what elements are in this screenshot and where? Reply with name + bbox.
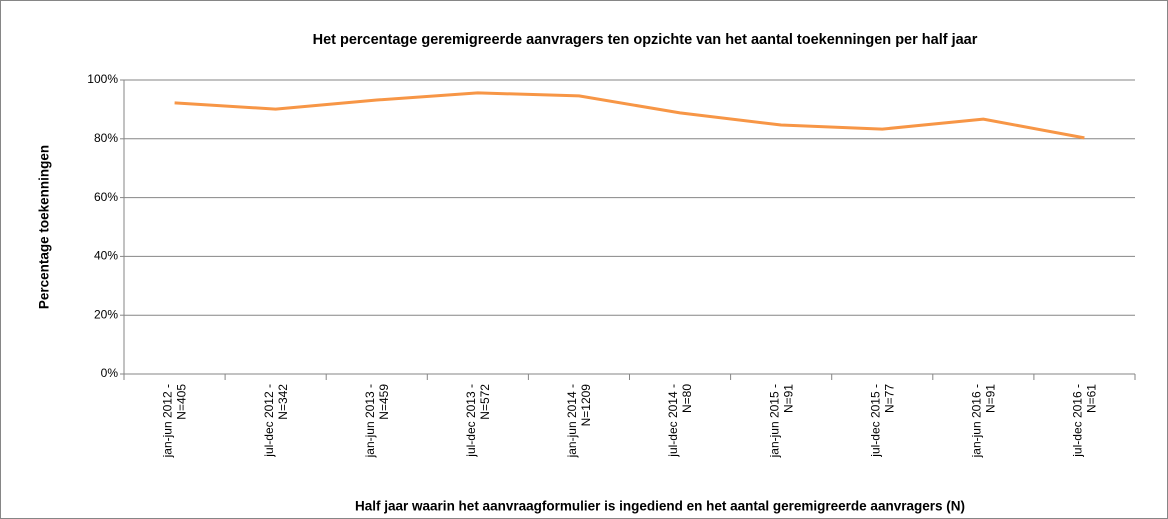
- x-tick-label: jul-dec 2016 -: [1071, 384, 1085, 458]
- x-tick-label: N=61: [1085, 384, 1099, 413]
- x-tick-label: jul-dec 2013 -: [464, 384, 478, 458]
- x-tick-label: N=80: [680, 384, 694, 413]
- x-tick-label: N=572: [478, 384, 492, 420]
- y-tick-label: 40%: [94, 249, 118, 263]
- x-tick-label: N=405: [175, 384, 189, 420]
- x-tick-label: N=91: [984, 384, 998, 413]
- x-tick-label: N=91: [781, 384, 795, 413]
- x-tick-label: N=459: [377, 384, 391, 420]
- x-tick-label: jan-jun 2012 -: [161, 384, 175, 458]
- x-tick-label: N=342: [276, 384, 290, 420]
- y-tick-label: 60%: [94, 190, 118, 204]
- x-tick-label: N=1209: [579, 384, 593, 427]
- y-axis-label: Percentage toekenningen: [37, 145, 52, 309]
- x-tick-label: jul-dec 2012 -: [262, 384, 276, 458]
- y-tick-label: 80%: [94, 131, 118, 145]
- y-tick-label: 0%: [101, 366, 119, 380]
- x-tick-label: jan-jun 2015 -: [767, 384, 781, 458]
- x-tick-label: jan-jun 2013 -: [363, 384, 377, 458]
- x-tick-label: jan-jun 2016 -: [970, 384, 984, 458]
- line: [174, 91, 1085, 140]
- x-tick-label: jul-dec 2014 -: [666, 384, 680, 458]
- x-tick-label: jan-jun 2014 -: [565, 384, 579, 458]
- y-tick-label: 20%: [94, 307, 118, 321]
- chart-title: Het percentage geremigreerde aanvragers …: [312, 32, 978, 48]
- y-tick-label: 100%: [87, 72, 118, 86]
- x-tick-label: N=77: [882, 384, 896, 413]
- x-axis-label: Half jaar waarin het aanvraagformulier i…: [355, 499, 965, 514]
- x-tick-label: jul-dec 2015 -: [868, 384, 882, 458]
